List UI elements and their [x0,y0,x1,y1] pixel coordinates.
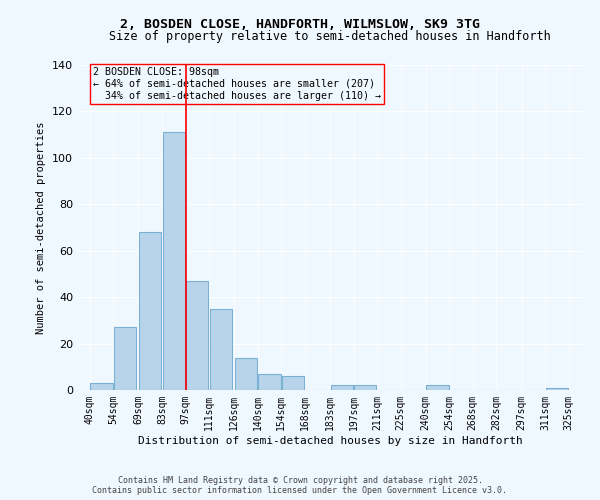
Bar [331,386,353,390]
Bar [186,281,208,390]
Title: Size of property relative to semi-detached houses in Handforth: Size of property relative to semi-detach… [109,30,551,43]
Y-axis label: Number of semi-detached properties: Number of semi-detached properties [37,121,46,334]
Bar [139,232,161,390]
Text: 2, BOSDEN CLOSE, HANDFORTH, WILMSLOW, SK9 3TG: 2, BOSDEN CLOSE, HANDFORTH, WILMSLOW, SK… [120,18,480,30]
Bar [210,309,232,390]
X-axis label: Distribution of semi-detached houses by size in Handforth: Distribution of semi-detached houses by … [137,436,523,446]
Bar [282,376,304,390]
Bar [427,386,449,390]
Bar [546,388,568,390]
Bar [163,132,185,390]
Text: Contains HM Land Registry data © Crown copyright and database right 2025.
Contai: Contains HM Land Registry data © Crown c… [92,476,508,495]
Bar [259,374,281,390]
Bar [114,328,136,390]
Bar [354,386,376,390]
Text: 2 BOSDEN CLOSE: 98sqm
← 64% of semi-detached houses are smaller (207)
  34% of s: 2 BOSDEN CLOSE: 98sqm ← 64% of semi-deta… [93,68,381,100]
Bar [91,383,113,390]
Bar [235,358,257,390]
